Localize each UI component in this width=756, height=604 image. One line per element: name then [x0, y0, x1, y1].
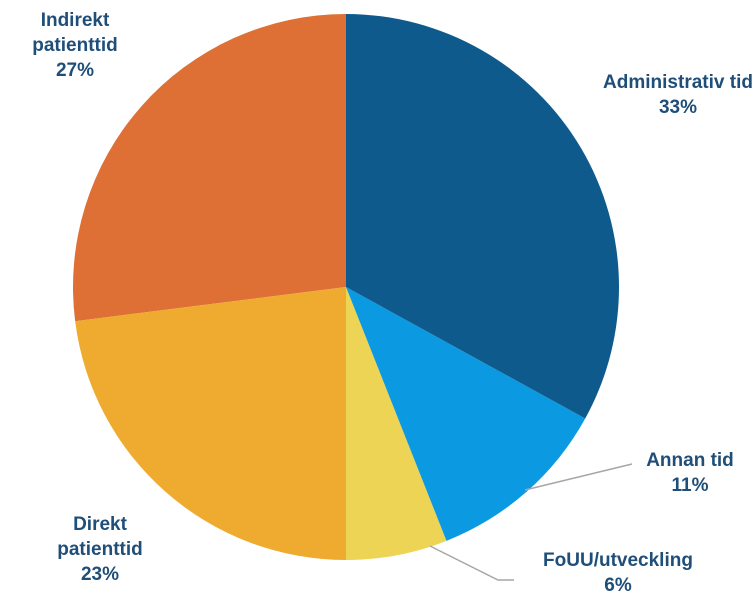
pie-slice	[346, 14, 619, 419]
value-label: 11%	[671, 475, 709, 496]
value-label: 6%	[604, 575, 632, 596]
slice-label: Annan tid 11%	[625, 448, 755, 498]
slice-label: FoUU/utveckling 6%	[508, 548, 728, 598]
category-name: Annan tid	[646, 450, 734, 471]
value-label: 33%	[658, 97, 698, 118]
category-name: Administrativ tid	[603, 72, 753, 93]
leader-line	[429, 545, 514, 581]
pie-slice	[72, 14, 346, 322]
leader-line	[524, 463, 633, 491]
pie-slice	[75, 287, 347, 560]
category-name: FoUU/utveckling	[543, 550, 693, 571]
slice-label: Administrativ tid 33%	[598, 70, 756, 120]
value-label: 27%	[55, 60, 95, 81]
category-name: Indirekt patienttid	[32, 10, 118, 56]
slice-label: Direkt patienttid 23%	[30, 512, 170, 587]
pie-slice	[346, 287, 447, 560]
category-name: Direkt patienttid	[57, 514, 143, 560]
slice-label: Indirekt patienttid 27%	[5, 8, 145, 83]
value-label: 23%	[80, 564, 120, 585]
pie-slice	[346, 287, 586, 541]
